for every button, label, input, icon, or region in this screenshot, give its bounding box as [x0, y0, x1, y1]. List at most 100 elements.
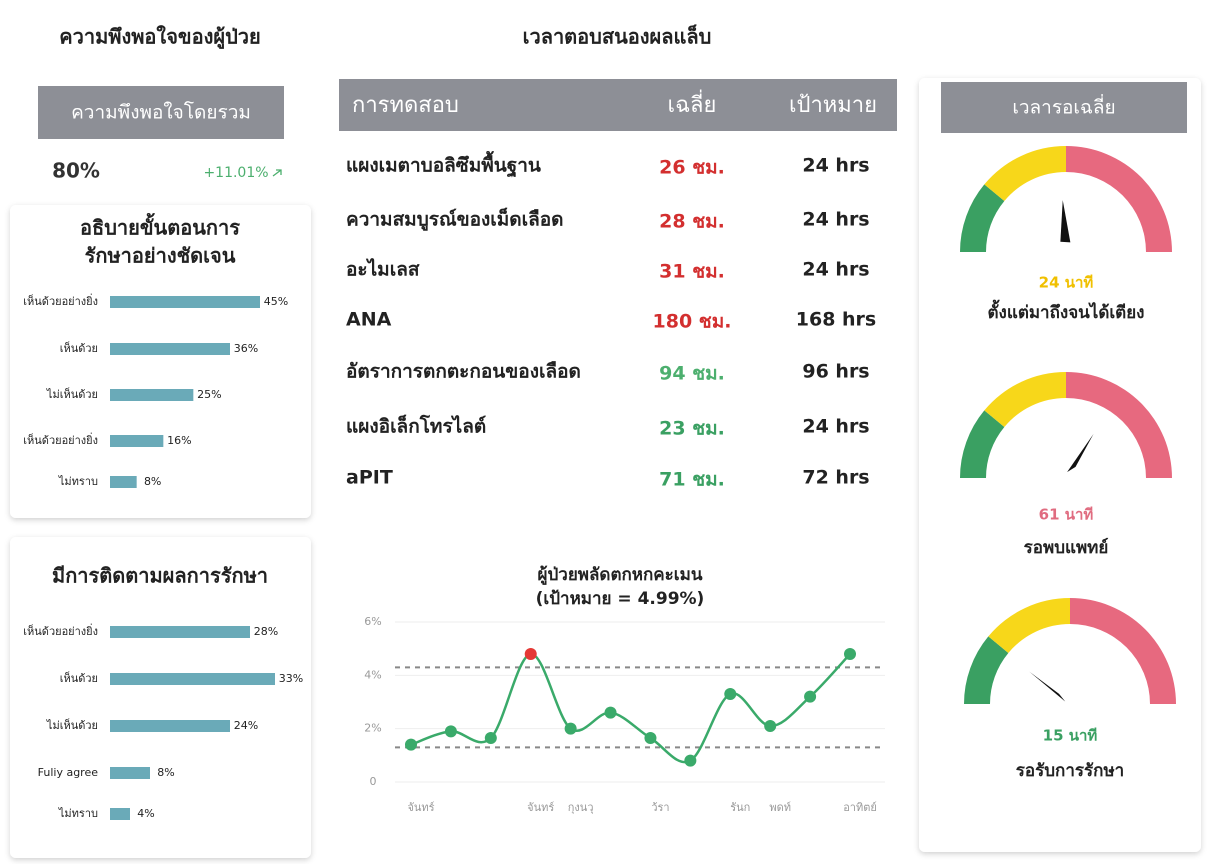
point — [444, 725, 457, 738]
gauge-needle — [1067, 433, 1094, 473]
bar — [110, 673, 275, 685]
test-name: ANA — [346, 309, 392, 331]
gauge-value: 61 นาที — [1039, 506, 1094, 524]
target-time: 72 hrs — [802, 467, 869, 489]
kpi-value: 80% — [52, 159, 100, 183]
x-tick-label: กุงนวุ — [568, 801, 594, 814]
category-label: ไม่ทราบ — [58, 475, 98, 488]
bar — [110, 476, 137, 488]
gauge-value: 24 นาที — [1039, 274, 1094, 292]
gauge-value: 15 นาที — [1043, 727, 1098, 745]
card — [10, 205, 311, 518]
target-time: 24 hrs — [802, 155, 869, 177]
chart-title: (เป้าหมาย = 4.99%) — [536, 589, 705, 609]
bar — [110, 343, 230, 355]
point — [644, 732, 657, 744]
y-tick-label: 6% — [364, 615, 381, 628]
point — [564, 722, 577, 735]
gauge-needle — [1060, 200, 1071, 243]
x-tick-label: ว้รา — [651, 801, 669, 814]
title: เวลาตอบสนองผลแล็บ — [523, 24, 712, 49]
category-label: ไม่ทราบ — [58, 807, 98, 820]
box-label: ความพึงพอใจโดยรวม — [71, 101, 251, 124]
box-label: เวลารอเฉลี่ย — [1012, 94, 1115, 119]
point — [684, 754, 697, 767]
avg-time: 94 ชม. — [659, 363, 725, 385]
point — [524, 648, 537, 660]
point — [804, 690, 817, 703]
table-header — [339, 79, 897, 131]
gauge-band — [988, 598, 1070, 654]
card — [10, 537, 311, 858]
y-tick-label: 2% — [364, 722, 381, 735]
gauge-band — [1066, 146, 1172, 252]
avg-time: 28 ชม. — [659, 211, 725, 233]
bar — [110, 808, 130, 820]
header-box — [941, 82, 1187, 133]
gauge-band — [984, 371, 1066, 428]
value-label: 36% — [234, 342, 258, 355]
line — [410, 652, 851, 764]
value-label: 4% — [137, 807, 154, 820]
value-label: 8% — [157, 766, 174, 779]
x-tick-label: พดท์ — [769, 801, 791, 814]
gauge-band — [984, 146, 1066, 202]
test-name: อัตราการตกตะกอนของเลือด — [346, 361, 581, 383]
bar — [110, 767, 150, 779]
column-header: การทดสอบ — [352, 93, 459, 118]
test-name: aPIT — [346, 467, 393, 489]
category-label: ไม่เห็นด้วย — [46, 718, 98, 732]
column-header: เฉลี่ย — [668, 89, 717, 118]
gauge-label: รอพบแพทย์ — [1024, 537, 1109, 558]
category-label: เห็นด้วยอย่างยิ่ง — [23, 623, 98, 638]
chart-title: ผู้ป่วยพลัดตกหกคะเมน — [538, 565, 703, 586]
value-label: 8% — [144, 475, 161, 488]
category-label: ไม่เห็นด้วย — [46, 387, 98, 401]
chart-title: อธิบายขั้นตอนการ — [80, 213, 240, 240]
point — [844, 648, 856, 660]
chart-title: รักษาอย่างชัดเจน — [85, 244, 236, 268]
category-label: เห็นด้วยอย่างยิ่ง — [23, 293, 98, 308]
avg-time: 71 ชม. — [659, 469, 725, 491]
gauge-needle — [1029, 671, 1066, 702]
header-box — [38, 86, 284, 139]
value-label: 16% — [167, 434, 191, 447]
chart-title: มีการติดตามผลการรักษา — [52, 564, 268, 588]
target-time: 24 hrs — [802, 209, 869, 231]
bar — [110, 626, 250, 638]
gauge-band — [1066, 372, 1172, 478]
bar — [110, 296, 260, 308]
bar — [110, 435, 164, 447]
test-name: ความสมบูรณ์ของเม็ดเลือด — [346, 207, 564, 232]
gauge-label: ตั้งแต่มาถึงจนได้เตียง — [988, 299, 1145, 323]
avg-time: 26 ชม. — [659, 157, 725, 179]
test-name: แผงเมตาบอลิซึมพื้นฐาน — [346, 151, 541, 179]
avg-time: 180 ชม. — [653, 311, 732, 333]
target-time: 96 hrs — [802, 361, 869, 383]
test-name: อะไมเลส — [346, 258, 420, 281]
value-label: 28% — [254, 625, 278, 638]
target-time: 168 hrs — [796, 309, 876, 331]
trend-icon — [272, 169, 282, 177]
point — [484, 732, 497, 744]
avg-time: 23 ชม. — [659, 418, 725, 440]
x-tick-label: จันทร์ — [407, 801, 434, 814]
value-label: 24% — [234, 719, 258, 732]
x-tick-label: จันทร์ — [527, 801, 554, 814]
category-label: Fuliy agree — [38, 766, 99, 779]
column-header: เป้าหมาย — [789, 93, 877, 118]
y-tick-label: 4% — [364, 668, 381, 681]
x-tick-label: รันก — [730, 801, 750, 814]
avg-time: 31 ชม. — [659, 261, 725, 283]
kpi-change: +11.01% — [203, 165, 268, 181]
point — [724, 688, 737, 700]
point — [604, 706, 617, 719]
bar — [110, 720, 230, 732]
gauge-band — [1070, 598, 1176, 704]
gauge-band — [960, 410, 1005, 478]
gauge-band — [960, 184, 1005, 252]
point — [764, 720, 777, 732]
title: ความพึงพอใจของผู้ป่วย — [59, 25, 260, 51]
gauge-band — [964, 636, 1009, 704]
